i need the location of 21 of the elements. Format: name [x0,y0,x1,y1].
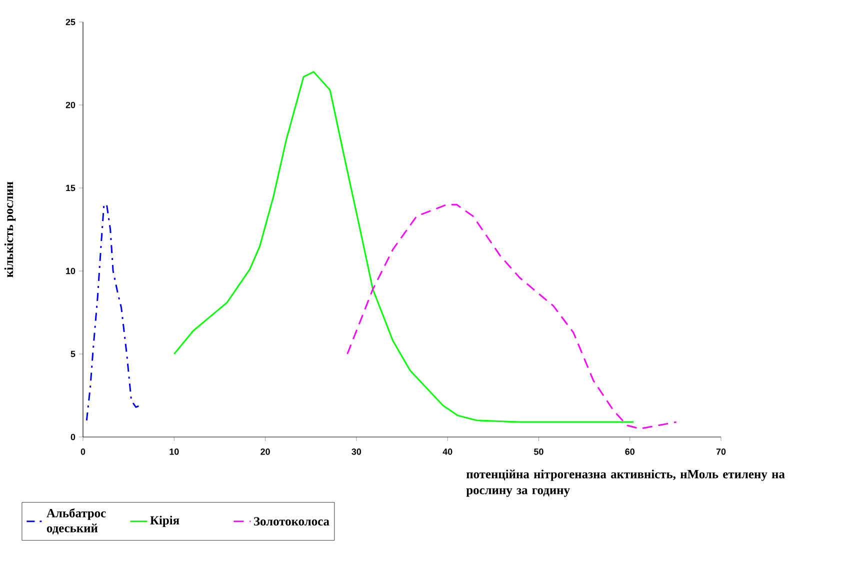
line-series [346,204,678,430]
x-tick-label: 0 [80,448,86,455]
x-tick-label: 50 [534,448,544,455]
y-axis-title: кількість рослин [4,182,16,278]
x-tick-label: 20 [260,448,270,455]
y-tick-label: 15 [66,184,76,192]
x-tick-label: 30 [352,448,362,455]
x-tick-label: 10 [170,448,179,455]
y-tick-label: 20 [66,102,76,108]
x-tick-label: 60 [625,448,634,455]
x-tick-label: 40 [442,448,452,455]
y-tick-label: 25 [66,18,76,26]
x-axis-title: потенційна нітрогеназна активність, нМоль етилену на рослину за годину [466,470,785,497]
line-series [86,204,142,422]
y-tick-label: 0 [70,434,76,440]
y-tick-label: 10 [66,268,76,274]
legend-label: Альбатрос одеський [46,508,106,534]
y-tick-label: 5 [70,350,76,358]
x-tick-label: 70 [716,448,726,455]
legend-label: Кірія [150,516,180,528]
legend-label: Золотоколоса [254,517,330,526]
